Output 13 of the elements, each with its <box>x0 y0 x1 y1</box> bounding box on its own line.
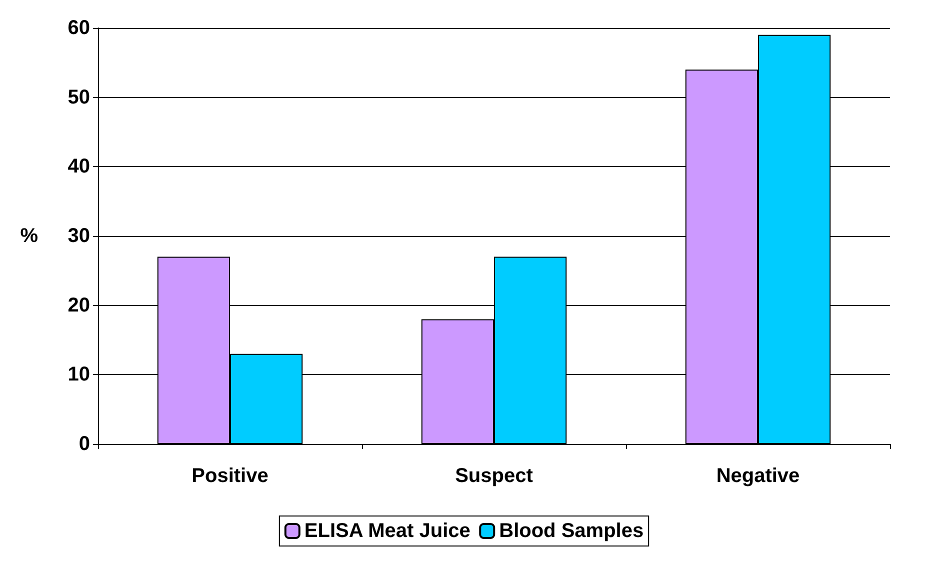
x-tick-label: Positive <box>192 465 268 487</box>
y-tick-label: 60 <box>68 17 90 39</box>
y-tick-label: 30 <box>68 225 90 247</box>
y-tick-label: 10 <box>68 364 90 386</box>
legend-label: ELISA Meat Juice <box>304 520 470 542</box>
x-tick-label: Suspect <box>455 465 534 487</box>
x-tick-label: Negative <box>716 465 800 487</box>
y-tick-label: 0 <box>78 433 90 455</box>
y-axis-title: % <box>20 225 38 247</box>
y-tick-label: 50 <box>68 86 90 108</box>
y-tick-label: 40 <box>68 156 90 178</box>
legend-label: Blood Samples <box>499 520 644 542</box>
y-tick-label: 20 <box>68 294 90 316</box>
